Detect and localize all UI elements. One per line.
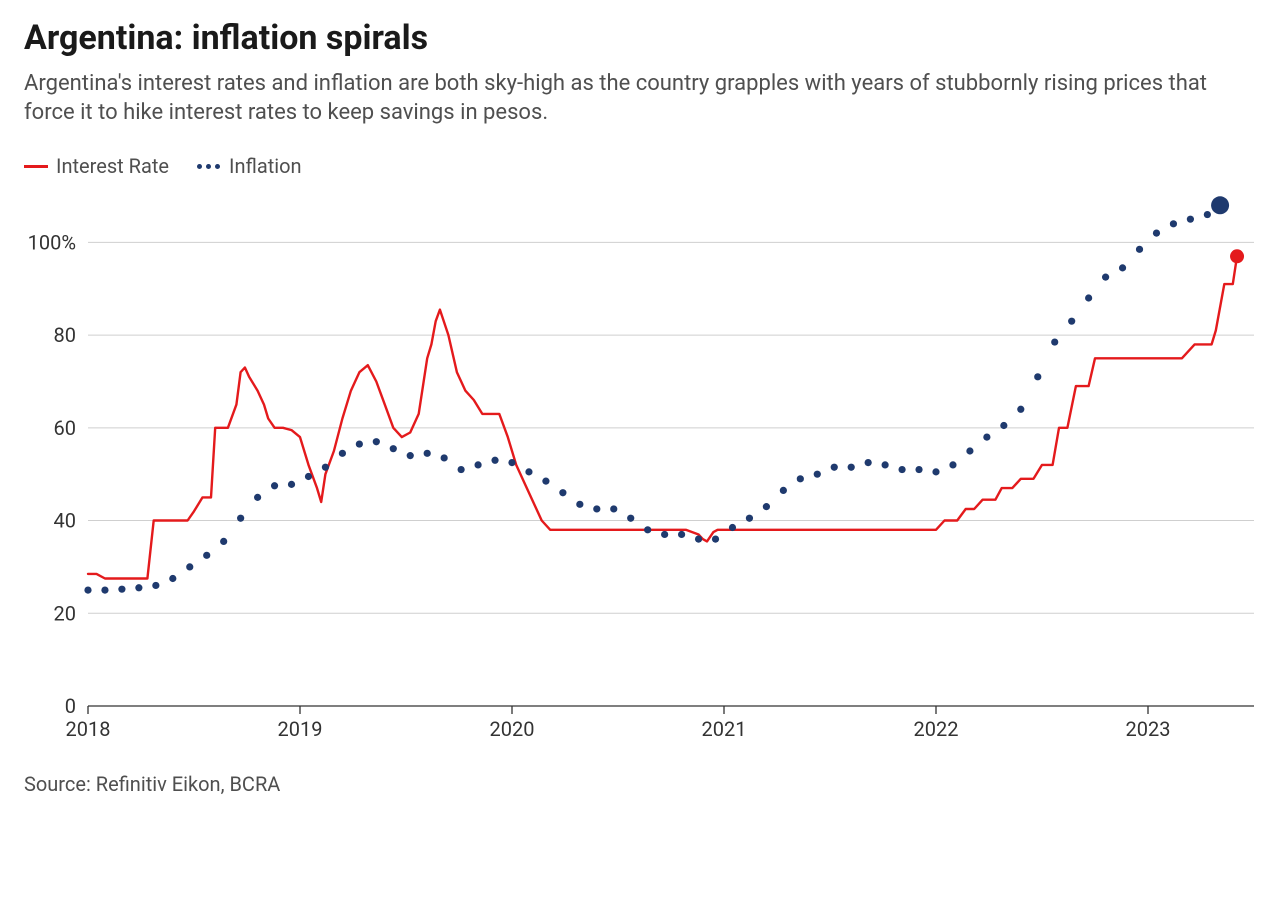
series-interest-rate-end-marker bbox=[1230, 249, 1244, 263]
series-inflation-dot bbox=[712, 536, 719, 543]
y-tick-label: 60 bbox=[54, 416, 76, 440]
series-inflation-dot bbox=[305, 473, 312, 480]
series-inflation-dot bbox=[508, 459, 515, 466]
series-inflation-dot bbox=[797, 475, 804, 482]
series-inflation-dot bbox=[1187, 216, 1194, 223]
series-inflation-dot bbox=[644, 526, 651, 533]
series-inflation-dot bbox=[1102, 274, 1109, 281]
series-inflation-dot bbox=[949, 461, 956, 468]
legend-label-interest-rate: Interest Rate bbox=[56, 154, 169, 178]
x-tick-label: 2020 bbox=[490, 717, 535, 741]
series-interest-rate-line bbox=[88, 256, 1237, 578]
series-inflation-dot bbox=[458, 466, 465, 473]
series-inflation-dot bbox=[966, 448, 973, 455]
series-inflation-dot bbox=[661, 531, 668, 538]
series-inflation-dot bbox=[1119, 264, 1126, 271]
series-inflation-dot bbox=[101, 587, 108, 594]
series-inflation-dot bbox=[1170, 220, 1177, 227]
y-tick-label: 0 bbox=[65, 694, 76, 718]
series-inflation-dot bbox=[491, 457, 498, 464]
series-inflation-dot bbox=[322, 464, 329, 471]
series-inflation-dot bbox=[695, 536, 702, 543]
x-tick-label: 2023 bbox=[1126, 717, 1171, 741]
series-inflation-dot bbox=[1153, 230, 1160, 237]
series-inflation-dot bbox=[882, 461, 889, 468]
series-inflation-dot bbox=[1000, 422, 1007, 429]
series-inflation-dot bbox=[729, 524, 736, 531]
series-inflation-dot bbox=[542, 478, 549, 485]
series-inflation-dot bbox=[1034, 373, 1041, 380]
series-inflation-dot bbox=[203, 552, 210, 559]
series-inflation-dot bbox=[152, 582, 159, 589]
series-inflation-dot bbox=[1136, 246, 1143, 253]
series-inflation-dot bbox=[220, 538, 227, 545]
series-inflation-dot bbox=[1051, 339, 1058, 346]
series-inflation-dot bbox=[1085, 295, 1092, 302]
series-inflation-dot bbox=[932, 468, 939, 475]
series-inflation-dot bbox=[983, 434, 990, 441]
series-inflation-dot bbox=[169, 575, 176, 582]
chart-title: Argentina: inflation spirals bbox=[24, 18, 1264, 59]
series-inflation-dot bbox=[915, 466, 922, 473]
series-inflation-dot bbox=[610, 506, 617, 513]
series-inflation-dot bbox=[390, 445, 397, 452]
legend-swatch-inflation bbox=[197, 162, 221, 170]
legend-item-inflation: Inflation bbox=[197, 154, 302, 178]
series-inflation-dot bbox=[407, 452, 414, 459]
series-inflation-dot bbox=[525, 468, 532, 475]
legend-label-inflation: Inflation bbox=[229, 154, 302, 178]
y-tick-label: 80 bbox=[54, 323, 76, 347]
series-inflation-dot bbox=[559, 489, 566, 496]
series-inflation-dot bbox=[1204, 211, 1211, 218]
series-inflation-dot bbox=[424, 450, 431, 457]
x-tick-label: 2019 bbox=[278, 717, 323, 741]
series-inflation-dot bbox=[780, 487, 787, 494]
series-inflation-dot bbox=[84, 587, 91, 594]
series-inflation-dot bbox=[1068, 318, 1075, 325]
series-inflation-dot bbox=[271, 482, 278, 489]
series-inflation-dot bbox=[763, 503, 770, 510]
x-tick-label: 2018 bbox=[66, 717, 111, 741]
series-inflation-dot bbox=[254, 494, 261, 501]
legend-swatch-interest-rate bbox=[24, 165, 48, 168]
chart-page: Argentina: inflation spirals Argentina's… bbox=[0, 0, 1288, 900]
legend-item-interest-rate: Interest Rate bbox=[24, 154, 169, 178]
chart-plot-area: 0 20 40 60 80 100% 2018 2019 2020 2021 2022 2023 bbox=[24, 186, 1264, 750]
series-inflation-dot bbox=[678, 531, 685, 538]
series-inflation-dot bbox=[593, 506, 600, 513]
series-inflation-dot bbox=[186, 563, 193, 570]
series-inflation-dot bbox=[814, 471, 821, 478]
series-inflation-dot bbox=[746, 515, 753, 522]
series-inflation-dot bbox=[474, 461, 481, 468]
series-inflation-dot bbox=[1017, 406, 1024, 413]
series-inflation-dot bbox=[441, 455, 448, 462]
series-inflation-end-marker bbox=[1211, 196, 1229, 214]
series-inflation-dot bbox=[118, 586, 125, 593]
series-inflation-dot bbox=[237, 515, 244, 522]
series-inflation-dot bbox=[339, 450, 346, 457]
chart-svg: 0 20 40 60 80 100% 2018 2019 2020 2021 2022 2023 bbox=[24, 186, 1264, 746]
series-inflation-dot bbox=[576, 501, 583, 508]
x-tick-label: 2022 bbox=[914, 717, 959, 741]
chart-source: Source: Refinitiv Eikon, BCRA bbox=[24, 772, 1264, 796]
chart-legend: Interest Rate Inflation bbox=[24, 154, 1264, 178]
chart-subtitle: Argentina's interest rates and inflation… bbox=[24, 69, 1214, 128]
series-inflation-dot bbox=[831, 464, 838, 471]
series-inflation-dot bbox=[356, 441, 363, 448]
y-tick-label: 20 bbox=[54, 601, 76, 625]
x-tick-label: 2021 bbox=[702, 717, 747, 741]
series-inflation-dot bbox=[848, 464, 855, 471]
series-inflation-dot bbox=[288, 481, 295, 488]
y-tick-label: 100% bbox=[28, 231, 76, 255]
series-inflation-dot bbox=[627, 515, 634, 522]
series-inflation-dot bbox=[135, 584, 142, 591]
series-inflation-dot bbox=[898, 466, 905, 473]
series-inflation-dot bbox=[865, 459, 872, 466]
series-inflation-dot bbox=[373, 438, 380, 445]
y-tick-label: 40 bbox=[54, 509, 76, 533]
